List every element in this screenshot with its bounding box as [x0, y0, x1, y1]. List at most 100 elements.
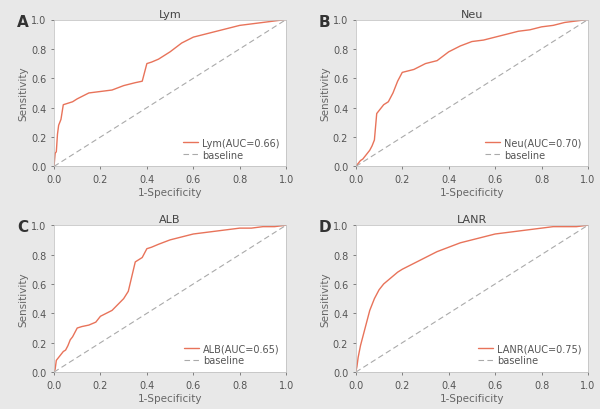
LANR(AUC=0.75): [584, 223, 592, 228]
LANR(AUC=0.75): [457, 241, 464, 246]
ALB(AUC=0.65): [125, 289, 132, 294]
Neu(AUC=0.70): [515, 30, 522, 35]
Neu(AUC=0.70): [385, 100, 392, 105]
Lym(AUC=0.66): [120, 84, 127, 89]
Neu(AUC=0.70): [491, 36, 499, 40]
LANR(AUC=0.75): [550, 225, 557, 229]
LANR(AUC=0.75): [573, 225, 580, 229]
Neu(AUC=0.70): [550, 24, 557, 29]
LANR(AUC=0.75): [364, 317, 371, 322]
Lym(AUC=0.66): [271, 20, 278, 25]
LANR(AUC=0.75): [357, 344, 364, 348]
Lym(AUC=0.66): [69, 100, 76, 105]
Lym(AUC=0.66): [64, 101, 71, 106]
LANR(AUC=0.75): [380, 282, 387, 287]
Lym(AUC=0.66): [143, 62, 151, 67]
ALB(AUC=0.65): [55, 355, 62, 360]
Lym(AUC=0.66): [58, 118, 65, 123]
Line: Neu(AUC=0.70): Neu(AUC=0.70): [356, 20, 588, 167]
ALB(AUC=0.65): [69, 335, 76, 339]
Lym(AUC=0.66): [74, 97, 81, 102]
Lym(AUC=0.66): [190, 36, 197, 40]
LANR(AUC=0.75): [469, 238, 476, 243]
ALB(AUC=0.65): [71, 330, 79, 335]
Neu(AUC=0.70): [368, 144, 376, 149]
LANR(AUC=0.75): [410, 261, 418, 266]
Neu(AUC=0.70): [376, 109, 383, 114]
Title: LANR: LANR: [457, 215, 487, 225]
LANR(AUC=0.75): [561, 225, 568, 229]
ALB(AUC=0.65): [74, 326, 81, 331]
X-axis label: 1-Specificity: 1-Specificity: [440, 393, 504, 402]
Lym(AUC=0.66): [52, 151, 59, 156]
ALB(AUC=0.65): [224, 227, 232, 232]
ALB(AUC=0.65): [143, 247, 151, 252]
Legend: Lym(AUC=0.66), baseline: Lym(AUC=0.66), baseline: [181, 136, 281, 162]
LANR(AUC=0.75): [394, 270, 401, 275]
Neu(AUC=0.70): [373, 112, 380, 117]
LANR(AUC=0.75): [480, 235, 487, 240]
Y-axis label: Sensitivity: Sensitivity: [18, 67, 28, 121]
Neu(AUC=0.70): [364, 151, 371, 156]
Neu(AUC=0.70): [584, 18, 592, 23]
Lym(AUC=0.66): [248, 22, 255, 27]
ALB(AUC=0.65): [131, 260, 139, 265]
Neu(AUC=0.70): [433, 59, 440, 64]
Neu(AUC=0.70): [352, 164, 359, 169]
Neu(AUC=0.70): [410, 68, 418, 73]
LANR(AUC=0.75): [433, 249, 440, 254]
LANR(AUC=0.75): [352, 370, 359, 375]
Line: ALB(AUC=0.65): ALB(AUC=0.65): [54, 226, 286, 372]
LANR(AUC=0.75): [353, 364, 361, 369]
Lym(AUC=0.66): [148, 61, 155, 65]
Title: Lym: Lym: [159, 10, 181, 20]
Lym(AUC=0.66): [202, 33, 209, 38]
LANR(AUC=0.75): [515, 229, 522, 234]
Text: B: B: [319, 15, 331, 29]
ALB(AUC=0.65): [109, 308, 116, 313]
Neu(AUC=0.70): [503, 33, 511, 38]
Text: C: C: [17, 220, 28, 235]
Y-axis label: Sensitivity: Sensitivity: [320, 67, 330, 121]
ALB(AUC=0.65): [166, 238, 173, 243]
LANR(AUC=0.75): [371, 297, 378, 301]
Y-axis label: Sensitivity: Sensitivity: [18, 272, 28, 326]
Lym(AUC=0.66): [53, 150, 60, 155]
ALB(AUC=0.65): [58, 352, 65, 357]
Neu(AUC=0.70): [380, 103, 387, 108]
LANR(AUC=0.75): [366, 308, 373, 313]
Neu(AUC=0.70): [371, 138, 378, 143]
Neu(AUC=0.70): [422, 62, 429, 67]
Neu(AUC=0.70): [398, 71, 406, 76]
Lym(AUC=0.66): [54, 133, 61, 137]
ALB(AUC=0.65): [190, 232, 197, 237]
Lym(AUC=0.66): [155, 58, 162, 63]
Lym(AUC=0.66): [85, 91, 92, 96]
Legend: Neu(AUC=0.70), baseline: Neu(AUC=0.70), baseline: [484, 136, 583, 162]
Text: A: A: [17, 15, 29, 29]
Neu(AUC=0.70): [526, 28, 533, 33]
Neu(AUC=0.70): [366, 148, 373, 153]
Lym(AUC=0.66): [55, 124, 62, 128]
Lym(AUC=0.66): [59, 103, 67, 108]
LANR(AUC=0.75): [445, 245, 452, 250]
LANR(AUC=0.75): [359, 335, 367, 339]
Legend: LANR(AUC=0.75), baseline: LANR(AUC=0.75), baseline: [476, 342, 583, 367]
Lym(AUC=0.66): [131, 81, 139, 86]
Lym(AUC=0.66): [259, 21, 266, 26]
Lym(AUC=0.66): [50, 164, 58, 169]
X-axis label: 1-Specificity: 1-Specificity: [440, 187, 504, 198]
Neu(AUC=0.70): [353, 163, 361, 168]
Y-axis label: Sensitivity: Sensitivity: [320, 272, 330, 326]
Neu(AUC=0.70): [561, 21, 568, 26]
Line: Lym(AUC=0.66): Lym(AUC=0.66): [54, 20, 286, 167]
ALB(AUC=0.65): [59, 349, 67, 354]
Lym(AUC=0.66): [283, 18, 290, 23]
ALB(AUC=0.65): [259, 225, 266, 229]
ALB(AUC=0.65): [178, 235, 185, 240]
ALB(AUC=0.65): [53, 358, 60, 363]
ALB(AUC=0.65): [85, 323, 92, 328]
ALB(AUC=0.65): [50, 370, 58, 375]
ALB(AUC=0.65): [236, 226, 244, 231]
ALB(AUC=0.65): [139, 255, 146, 261]
